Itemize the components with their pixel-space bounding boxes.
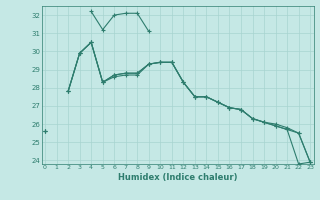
- X-axis label: Humidex (Indice chaleur): Humidex (Indice chaleur): [118, 173, 237, 182]
